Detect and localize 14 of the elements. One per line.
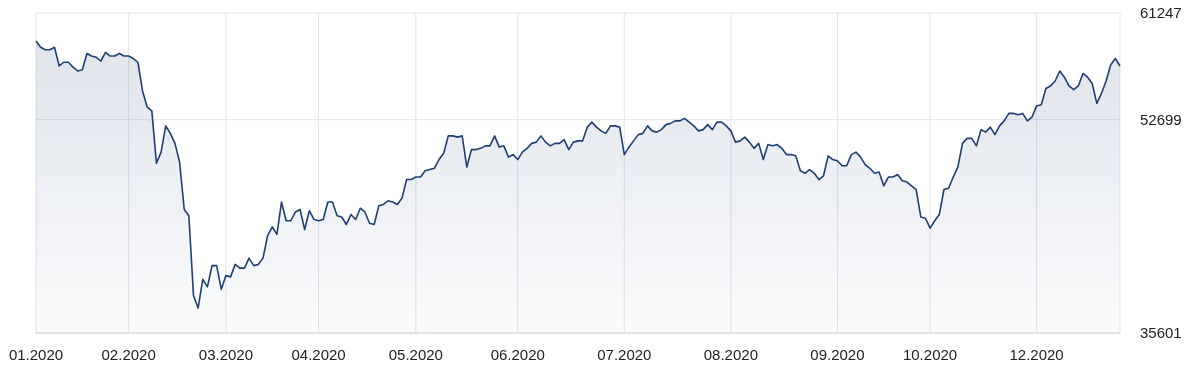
x-tick-label: 05.2020: [388, 345, 443, 363]
x-tick-label: 09.2020: [810, 345, 865, 363]
x-tick-label: 02.2020: [101, 345, 156, 363]
x-tick-label: 10.2020: [902, 345, 958, 363]
x-tick-label: 06.2020: [490, 345, 545, 363]
x-tick-label: 07.2020: [597, 345, 652, 363]
y-tick-label: 61247: [1140, 4, 1182, 22]
x-tick-label: 01.2020: [8, 345, 64, 363]
x-tick-label: 08.2020: [703, 345, 758, 363]
x-tick-label: 03.2020: [198, 345, 254, 363]
x-tick-label: 04.2020: [291, 345, 346, 363]
y-tick-label: 52699: [1140, 110, 1182, 128]
x-tick-label: 12.2020: [1009, 345, 1064, 363]
y-tick-label: 35601: [1140, 324, 1182, 342]
